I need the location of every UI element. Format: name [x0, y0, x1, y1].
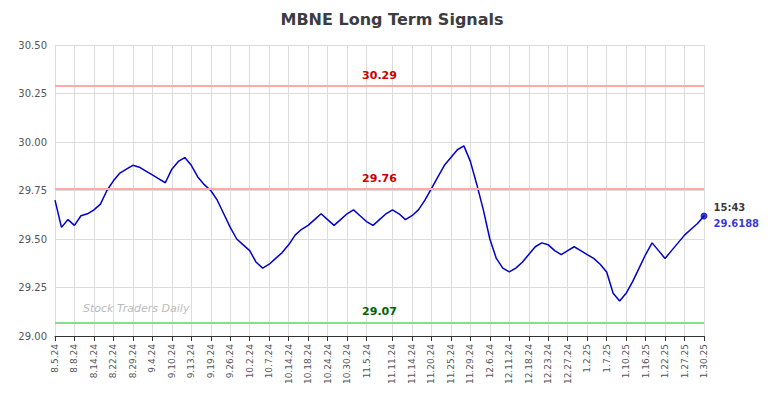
svg-text:12.11.24: 12.11.24: [504, 344, 514, 384]
svg-text:29.6188: 29.6188: [714, 218, 760, 229]
svg-text:10.7.24: 10.7.24: [264, 344, 274, 379]
svg-text:8.29.24: 8.29.24: [128, 344, 138, 379]
svg-text:11.29.24: 11.29.24: [465, 344, 475, 384]
svg-text:1.16.25: 1.16.25: [641, 344, 651, 378]
svg-text:10.30.24: 10.30.24: [342, 344, 352, 384]
svg-text:12.18.24: 12.18.24: [524, 344, 534, 384]
svg-text:30.50: 30.50: [18, 40, 47, 51]
svg-text:29.76: 29.76: [362, 172, 397, 185]
svg-text:8.5.24: 8.5.24: [50, 344, 60, 373]
svg-text:30.25: 30.25: [18, 88, 47, 99]
svg-text:8.8.24: 8.8.24: [69, 344, 79, 373]
svg-text:30.00: 30.00: [18, 137, 47, 148]
svg-text:1.2.25: 1.2.25: [582, 344, 592, 373]
svg-text:11.25.24: 11.25.24: [446, 344, 456, 384]
svg-text:11.5.24: 11.5.24: [362, 344, 372, 379]
svg-text:29.07: 29.07: [362, 305, 397, 318]
svg-text:11.11.24: 11.11.24: [387, 344, 397, 384]
svg-text:8.14.24: 8.14.24: [89, 344, 99, 379]
svg-text:30.29: 30.29: [362, 69, 397, 82]
svg-text:1.7.25: 1.7.25: [602, 344, 612, 373]
svg-text:29.75: 29.75: [18, 185, 47, 196]
svg-text:1.27.25: 1.27.25: [680, 344, 690, 378]
svg-text:1.30.25: 1.30.25: [699, 344, 709, 378]
svg-text:MBNE Long Term Signals: MBNE Long Term Signals: [280, 10, 503, 29]
svg-text:10.2.24: 10.2.24: [245, 344, 255, 379]
svg-text:9.10.24: 9.10.24: [167, 344, 177, 379]
svg-text:12.23.24: 12.23.24: [543, 344, 553, 384]
svg-text:9.26.24: 9.26.24: [225, 344, 235, 379]
svg-text:11.20.24: 11.20.24: [426, 344, 436, 384]
svg-text:Stock Traders Daily: Stock Traders Daily: [83, 302, 190, 315]
svg-text:29.50: 29.50: [18, 234, 47, 245]
svg-text:9.13.24: 9.13.24: [186, 344, 196, 379]
svg-text:9.19.24: 9.19.24: [206, 344, 216, 379]
svg-text:10.18.24: 10.18.24: [303, 344, 313, 384]
svg-text:8.22.24: 8.22.24: [108, 344, 118, 379]
svg-text:15:43: 15:43: [714, 202, 746, 213]
svg-text:11.14.24: 11.14.24: [407, 344, 417, 384]
svg-text:29.25: 29.25: [18, 282, 47, 293]
svg-text:10.24.24: 10.24.24: [323, 344, 333, 384]
svg-text:12.27.24: 12.27.24: [563, 344, 573, 384]
svg-text:1.22.25: 1.22.25: [660, 344, 670, 378]
svg-text:12.6.24: 12.6.24: [485, 344, 495, 379]
svg-text:29.00: 29.00: [18, 331, 47, 342]
svg-text:9.4.24: 9.4.24: [147, 344, 157, 373]
svg-text:1.10.25: 1.10.25: [621, 344, 631, 378]
svg-text:10.14.24: 10.14.24: [284, 344, 294, 384]
